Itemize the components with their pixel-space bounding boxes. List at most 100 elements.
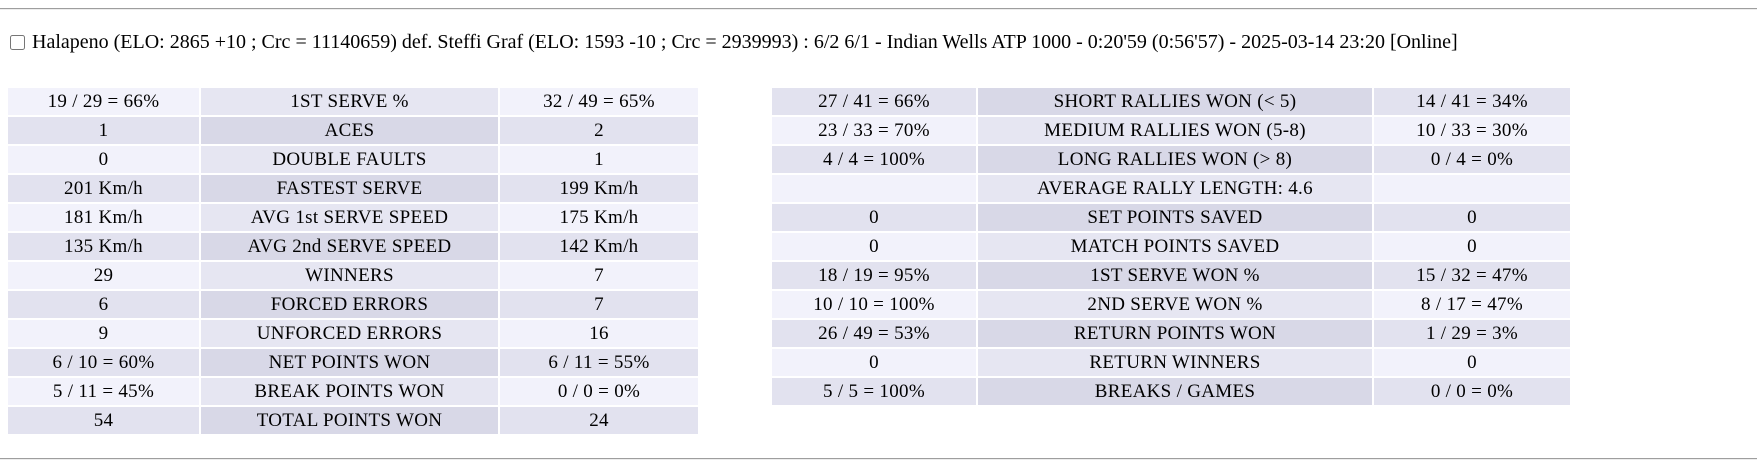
stat-label-cell: FORCED ERRORS (201, 291, 498, 318)
player2-value-cell: 1 (500, 146, 698, 173)
player2-value-cell: 16 (500, 320, 698, 347)
stat-label-cell: SHORT RALLIES WON (< 5) (978, 88, 1372, 115)
stat-label-cell: 1ST SERVE % (201, 88, 498, 115)
player1-value-cell: 6 / 10 = 60% (8, 349, 199, 376)
player2-value-cell: 15 / 32 = 47% (1374, 262, 1570, 289)
player1-value-cell: 0 (772, 233, 976, 260)
stat-row: 1 ACES 2 (8, 117, 698, 144)
player1-value-cell: 18 / 19 = 95% (772, 262, 976, 289)
stat-row: AVERAGE RALLY LENGTH: 4.6 (772, 175, 1570, 202)
bottom-divider (0, 458, 1757, 460)
player1-value-cell: 181 Km/h (8, 204, 199, 231)
player2-value-cell: 7 (500, 291, 698, 318)
stat-label-cell: AVG 2nd SERVE SPEED (201, 233, 498, 260)
player2-value-cell: 1 / 29 = 3% (1374, 320, 1570, 347)
player2-value-cell: 0 / 0 = 0% (1374, 378, 1570, 405)
player2-value-cell: 175 Km/h (500, 204, 698, 231)
player1-value-cell: 201 Km/h (8, 175, 199, 202)
stat-row: 5 / 11 = 45% BREAK POINTS WON 0 / 0 = 0% (8, 378, 698, 405)
player1-value-cell: 0 (772, 349, 976, 376)
stat-row: 6 FORCED ERRORS 7 (8, 291, 698, 318)
stat-label-cell: BREAKS / GAMES (978, 378, 1372, 405)
player1-value-cell: 6 (8, 291, 199, 318)
stat-label-cell: SET POINTS SAVED (978, 204, 1372, 231)
stat-label-cell: MATCH POINTS SAVED (978, 233, 1372, 260)
stat-label-cell: WINNERS (201, 262, 498, 289)
stat-label-cell: DOUBLE FAULTS (201, 146, 498, 173)
player2-value-cell: 199 Km/h (500, 175, 698, 202)
stat-row: 54 TOTAL POINTS WON 24 (8, 407, 698, 434)
stat-row: 23 / 33 = 70% MEDIUM RALLIES WON (5-8) 10 … (772, 117, 1570, 144)
player1-value-cell: 0 (772, 204, 976, 231)
stat-row: 6 / 10 = 60% NET POINTS WON 6 / 11 = 55% (8, 349, 698, 376)
player2-value-cell: 6 / 11 = 55% (500, 349, 698, 376)
stat-row: 19 / 29 = 66% 1ST SERVE % 32 / 49 = 65% (8, 88, 698, 115)
stat-label-cell: 2ND SERVE WON % (978, 291, 1372, 318)
player2-value-cell: 14 / 41 = 34% (1374, 88, 1570, 115)
player2-value-cell: 8 / 17 = 47% (1374, 291, 1570, 318)
player1-value-cell: 4 / 4 = 100% (772, 146, 976, 173)
stat-label-cell: AVG 1st SERVE SPEED (201, 204, 498, 231)
stat-label-cell: ACES (201, 117, 498, 144)
player1-value-cell: 29 (8, 262, 199, 289)
player1-value-cell: 5 / 5 = 100% (772, 378, 976, 405)
stat-label-cell: NET POINTS WON (201, 349, 498, 376)
player2-value-cell: 32 / 49 = 65% (500, 88, 698, 115)
top-divider (0, 8, 1757, 10)
player2-value-cell: 0 (1374, 349, 1570, 376)
stat-row: 10 / 10 = 100% 2ND SERVE WON % 8 / 17 = 47… (772, 291, 1570, 318)
player2-value-cell: 10 / 33 = 30% (1374, 117, 1570, 144)
rally-stats-table: 27 / 41 = 66% SHORT RALLIES WON (< 5) 14 /… (770, 86, 1572, 407)
player1-value-cell: 135 Km/h (8, 233, 199, 260)
stat-row: 181 Km/h AVG 1st SERVE SPEED 175 Km/h (8, 204, 698, 231)
player1-value-cell (772, 175, 976, 202)
stat-label-cell: RETURN POINTS WON (978, 320, 1372, 347)
stat-label-cell: FASTEST SERVE (201, 175, 498, 202)
stat-row: 135 Km/h AVG 2nd SERVE SPEED 142 Km/h (8, 233, 698, 260)
match-header: Halapeno (ELO: 2865 +10 ; Crc = 11140659… (10, 31, 1458, 54)
serve-stats-table: 19 / 29 = 66% 1ST SERVE % 32 / 49 = 65% 1 AC… (6, 86, 700, 436)
player2-value-cell: 7 (500, 262, 698, 289)
stat-row: 5 / 5 = 100% BREAKS / GAMES 0 / 0 = 0% (772, 378, 1570, 405)
player1-value-cell: 10 / 10 = 100% (772, 291, 976, 318)
stat-label-cell: RETURN WINNERS (978, 349, 1372, 376)
player2-value-cell: 142 Km/h (500, 233, 698, 260)
stat-row: 29 WINNERS 7 (8, 262, 698, 289)
player1-value-cell: 5 / 11 = 45% (8, 378, 199, 405)
player2-value-cell: 0 (1374, 233, 1570, 260)
player1-value-cell: 0 (8, 146, 199, 173)
player1-value-cell: 23 / 33 = 70% (772, 117, 976, 144)
stat-label-cell: AVERAGE RALLY LENGTH: 4.6 (978, 175, 1372, 202)
stat-label-cell: TOTAL POINTS WON (201, 407, 498, 434)
stat-row: 0 DOUBLE FAULTS 1 (8, 146, 698, 173)
player2-value-cell: 0 (1374, 204, 1570, 231)
player1-value-cell: 1 (8, 117, 199, 144)
player2-value-cell: 24 (500, 407, 698, 434)
match-select-checkbox[interactable] (10, 35, 25, 50)
player1-value-cell: 27 / 41 = 66% (772, 88, 976, 115)
match-result-summary: Halapeno (ELO: 2865 +10 ; Crc = 11140659… (32, 31, 1458, 53)
stat-row: 18 / 19 = 95% 1ST SERVE WON % 15 / 32 = 47… (772, 262, 1570, 289)
player2-value-cell: 2 (500, 117, 698, 144)
stat-label-cell: 1ST SERVE WON % (978, 262, 1372, 289)
stat-row: 9 UNFORCED ERRORS 16 (8, 320, 698, 347)
stat-row: 4 / 4 = 100% LONG RALLIES WON (> 8) 0 / 4 … (772, 146, 1570, 173)
stat-row: 0 MATCH POINTS SAVED 0 (772, 233, 1570, 260)
stat-label-cell: LONG RALLIES WON (> 8) (978, 146, 1372, 173)
player2-value-cell (1374, 175, 1570, 202)
stat-row: 26 / 49 = 53% RETURN POINTS WON 1 / 29 = 3… (772, 320, 1570, 347)
stat-label-cell: BREAK POINTS WON (201, 378, 498, 405)
stat-row: 27 / 41 = 66% SHORT RALLIES WON (< 5) 14 /… (772, 88, 1570, 115)
player1-value-cell: 54 (8, 407, 199, 434)
stat-row: 0 SET POINTS SAVED 0 (772, 204, 1570, 231)
stat-row: 0 RETURN WINNERS 0 (772, 349, 1570, 376)
player1-value-cell: 9 (8, 320, 199, 347)
stat-label-cell: UNFORCED ERRORS (201, 320, 498, 347)
stat-row: 201 Km/h FASTEST SERVE 199 Km/h (8, 175, 698, 202)
player2-value-cell: 0 / 0 = 0% (500, 378, 698, 405)
player2-value-cell: 0 / 4 = 0% (1374, 146, 1570, 173)
player1-value-cell: 19 / 29 = 66% (8, 88, 199, 115)
stat-label-cell: MEDIUM RALLIES WON (5-8) (978, 117, 1372, 144)
player1-value-cell: 26 / 49 = 53% (772, 320, 976, 347)
